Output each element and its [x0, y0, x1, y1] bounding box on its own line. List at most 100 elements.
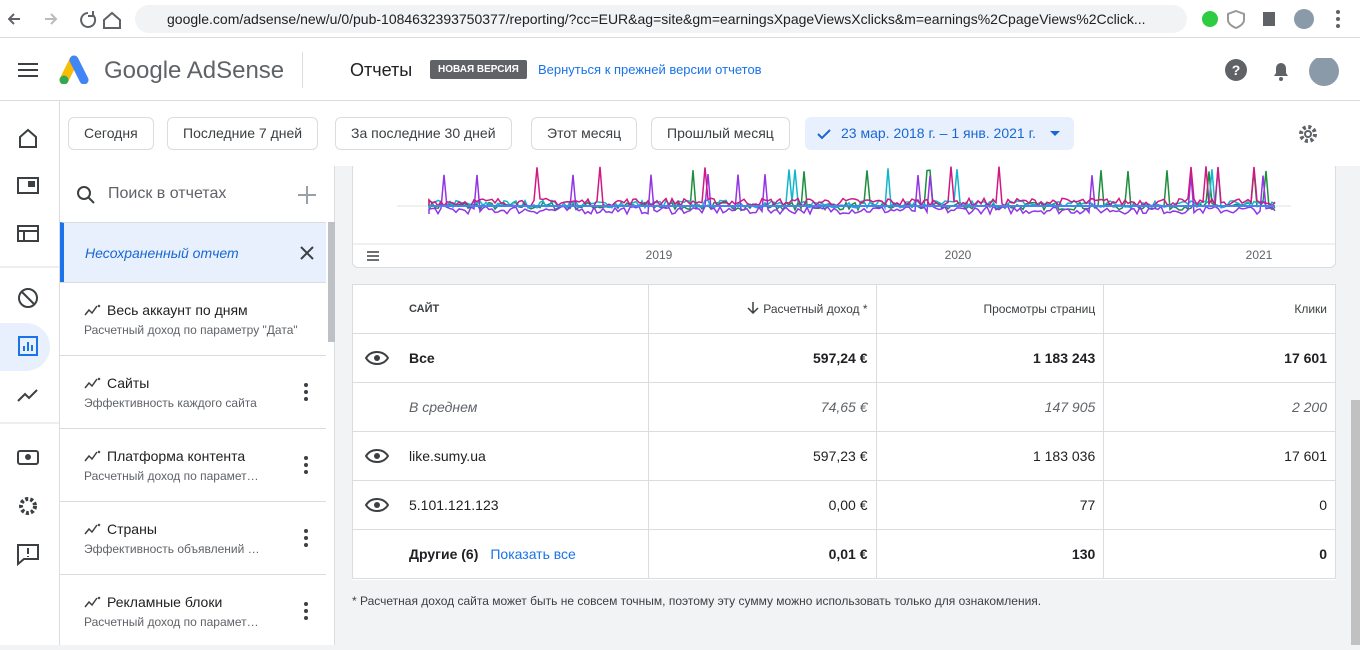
address-bar[interactable]: google.com/adsense/new/u/0/pub-108463239… — [135, 5, 1187, 33]
footnote: * Расчетная доход сайта может быть не со… — [352, 594, 1042, 608]
report-item[interactable]: Весь аккаунт по дням Расчетный доход по п… — [60, 282, 326, 355]
show-all-link[interactable]: Показать все — [490, 546, 576, 562]
app-header: Google AdSense Отчеты НОВАЯ ВЕРСИЯ Верну… — [0, 38, 1360, 101]
table-cell: 0 — [1103, 529, 1336, 579]
chart-lines: 2019 2020 2021 — [353, 166, 1335, 262]
report-item[interactable]: Платформа контента Расчетный доход по пар… — [60, 428, 326, 501]
cell-text: 130 — [1071, 546, 1096, 562]
chart-card: 2019 2020 2021 — [352, 166, 1336, 268]
column-header-text: Клики — [1294, 302, 1327, 316]
cell-text: 5.101.121.123 — [409, 497, 499, 513]
table-row: like.sumy.ua 597,23 € 1 183 036 17 601 — [352, 431, 1336, 481]
table-cell: Все — [352, 333, 649, 383]
table-cell: 0,01 € — [647, 529, 877, 579]
table-cell: like.sumy.ua — [352, 431, 649, 481]
date-range[interactable]: 23 мар. 2018 г. – 1 янв. 2021 г. — [805, 117, 1074, 150]
column-header[interactable]: Клики — [1103, 284, 1336, 334]
add-button[interactable] — [298, 186, 316, 204]
table-row: В среднем 74,65 € 147 905 2 200 — [352, 382, 1336, 432]
cell-text: 0 — [1319, 497, 1327, 513]
cell-text: 0,00 € — [828, 497, 868, 513]
svg-text:?: ? — [1232, 62, 1241, 78]
column-header[interactable]: САЙТ — [352, 284, 649, 334]
table-card: САЙТ Расчетный доход * Просмотры страниц Кл… — [352, 284, 1336, 580]
table-row: Другие (6) Показать все 0,01 € 130 0 — [352, 529, 1336, 579]
table-cell: 130 — [875, 529, 1105, 579]
logo — [59, 55, 89, 84]
browser-bar: google.com/adsense/new/u/0/pub-108463239… — [0, 0, 1360, 38]
section-title: Отчеты — [350, 60, 413, 80]
badge: НОВАЯ ВЕРСИЯ — [430, 60, 527, 79]
table-row: Все 597,24 € 1 183 243 17 601 — [352, 333, 1336, 383]
cell-text: 597,24 € — [813, 350, 868, 366]
report-subtitle: Эффективность каждого сайта — [84, 396, 257, 410]
menu-icon[interactable] — [18, 62, 38, 78]
table-cell: 77 — [875, 480, 1105, 530]
unsaved-report[interactable]: Несохраненный отчет — [60, 222, 326, 282]
column-header-text: САЙТ — [409, 303, 440, 315]
report-item[interactable]: Сайты Эффективность каждого сайта — [60, 355, 326, 428]
cell-text: 597,23 € — [813, 448, 868, 464]
x-axis-label: 2019 — [646, 248, 673, 262]
column-header[interactable]: Просмотры страниц — [875, 284, 1105, 334]
report-subtitle: Расчетный доход по парамет… — [84, 615, 259, 629]
report-item[interactable]: Рекламные блоки Расчетный доход по параме… — [60, 574, 326, 647]
date-chip[interactable]: Прошлый месяц — [651, 117, 790, 150]
date-chip[interactable]: Сегодня — [68, 117, 154, 150]
column-header[interactable]: Расчетный доход * — [647, 284, 877, 334]
back-link[interactable]: Вернуться к прежней версии отчетов — [538, 62, 762, 77]
cell-text: 147 905 — [1044, 399, 1096, 415]
nav-icons[interactable] — [0, 101, 60, 645]
x-axis-label: 2020 — [945, 248, 972, 262]
cell-text: 2 200 — [1291, 399, 1327, 415]
date-chip[interactable]: За последние 30 дней — [335, 117, 512, 150]
table-cell: 17 601 — [1103, 333, 1336, 383]
cell-text: 1 183 243 — [1032, 350, 1096, 366]
cell-text: 77 — [1079, 497, 1096, 513]
table-cell: 5.101.121.123 — [352, 480, 649, 530]
unsaved-report-label: Несохраненный отчет — [85, 245, 239, 261]
report-item[interactable]: Страны Эффективность объявлений … — [60, 501, 326, 574]
search-input[interactable]: Поиск в отчетах — [108, 185, 227, 202]
table-cell: 597,23 € — [647, 431, 877, 481]
report-title: Сайты — [107, 375, 150, 391]
cell-text: 17 601 — [1284, 350, 1327, 366]
column-header-text: Просмотры страниц — [983, 302, 1096, 316]
date-chip[interactable]: Последние 7 дней — [167, 117, 319, 150]
cell-text: Все — [409, 350, 435, 366]
report-title: Страны — [107, 521, 157, 537]
nav-rail — [0, 101, 60, 645]
cell-text: 1 183 036 — [1032, 448, 1096, 464]
table-cell: 147 905 — [875, 382, 1105, 432]
cell-text: 74,65 € — [820, 399, 868, 415]
table-cell: 17 601 — [1103, 431, 1336, 481]
date-chip[interactable]: Этот месяц — [531, 117, 638, 150]
table-cell: 1 183 036 — [875, 431, 1105, 481]
table-cell: 74,65 € — [647, 382, 877, 432]
extensions — [1202, 9, 1340, 30]
table-row: 5.101.121.123 0,00 € 77 0 — [352, 480, 1336, 530]
nav-buttons[interactable] — [8, 8, 128, 30]
cell-text: 17 601 — [1284, 448, 1327, 464]
header-row: САЙТ Расчетный доход * Просмотры страниц Кл… — [352, 284, 1336, 334]
report-table: САЙТ Расчетный доход * Просмотры страниц Кл… — [352, 284, 1336, 579]
report-title: Рекламные блоки — [107, 594, 223, 610]
table-cell: В среднем — [352, 382, 649, 432]
cell-text: 0 — [1319, 546, 1327, 562]
report-sidebar: Поиск в отчетах Несохраненный отчет Весь… — [60, 166, 335, 645]
report-title: Платформа контента — [107, 448, 246, 464]
column-header-text: Расчетный доход * — [763, 302, 868, 316]
table-cell: 0 — [1103, 480, 1336, 530]
product-name: Google AdSense — [104, 57, 285, 84]
date-range-text: 23 мар. 2018 г. – 1 янв. 2021 г. — [841, 125, 1036, 141]
table-cell: 2 200 — [1103, 382, 1336, 432]
report-title: Весь аккаунт по дням — [107, 302, 248, 318]
cell-text: В среднем — [409, 399, 478, 415]
header-actions[interactable]: ? — [1224, 58, 1348, 88]
report-subtitle: Расчетный доход по парамет… — [84, 469, 259, 483]
table-cell: 1 183 243 — [875, 333, 1105, 383]
report-subtitle: Расчетный доход по параметру "Дата" — [84, 323, 298, 337]
cell-text: Другие (6) — [409, 546, 479, 562]
settings-icon[interactable] — [1297, 123, 1319, 145]
cell-text: like.sumy.ua — [409, 448, 486, 464]
